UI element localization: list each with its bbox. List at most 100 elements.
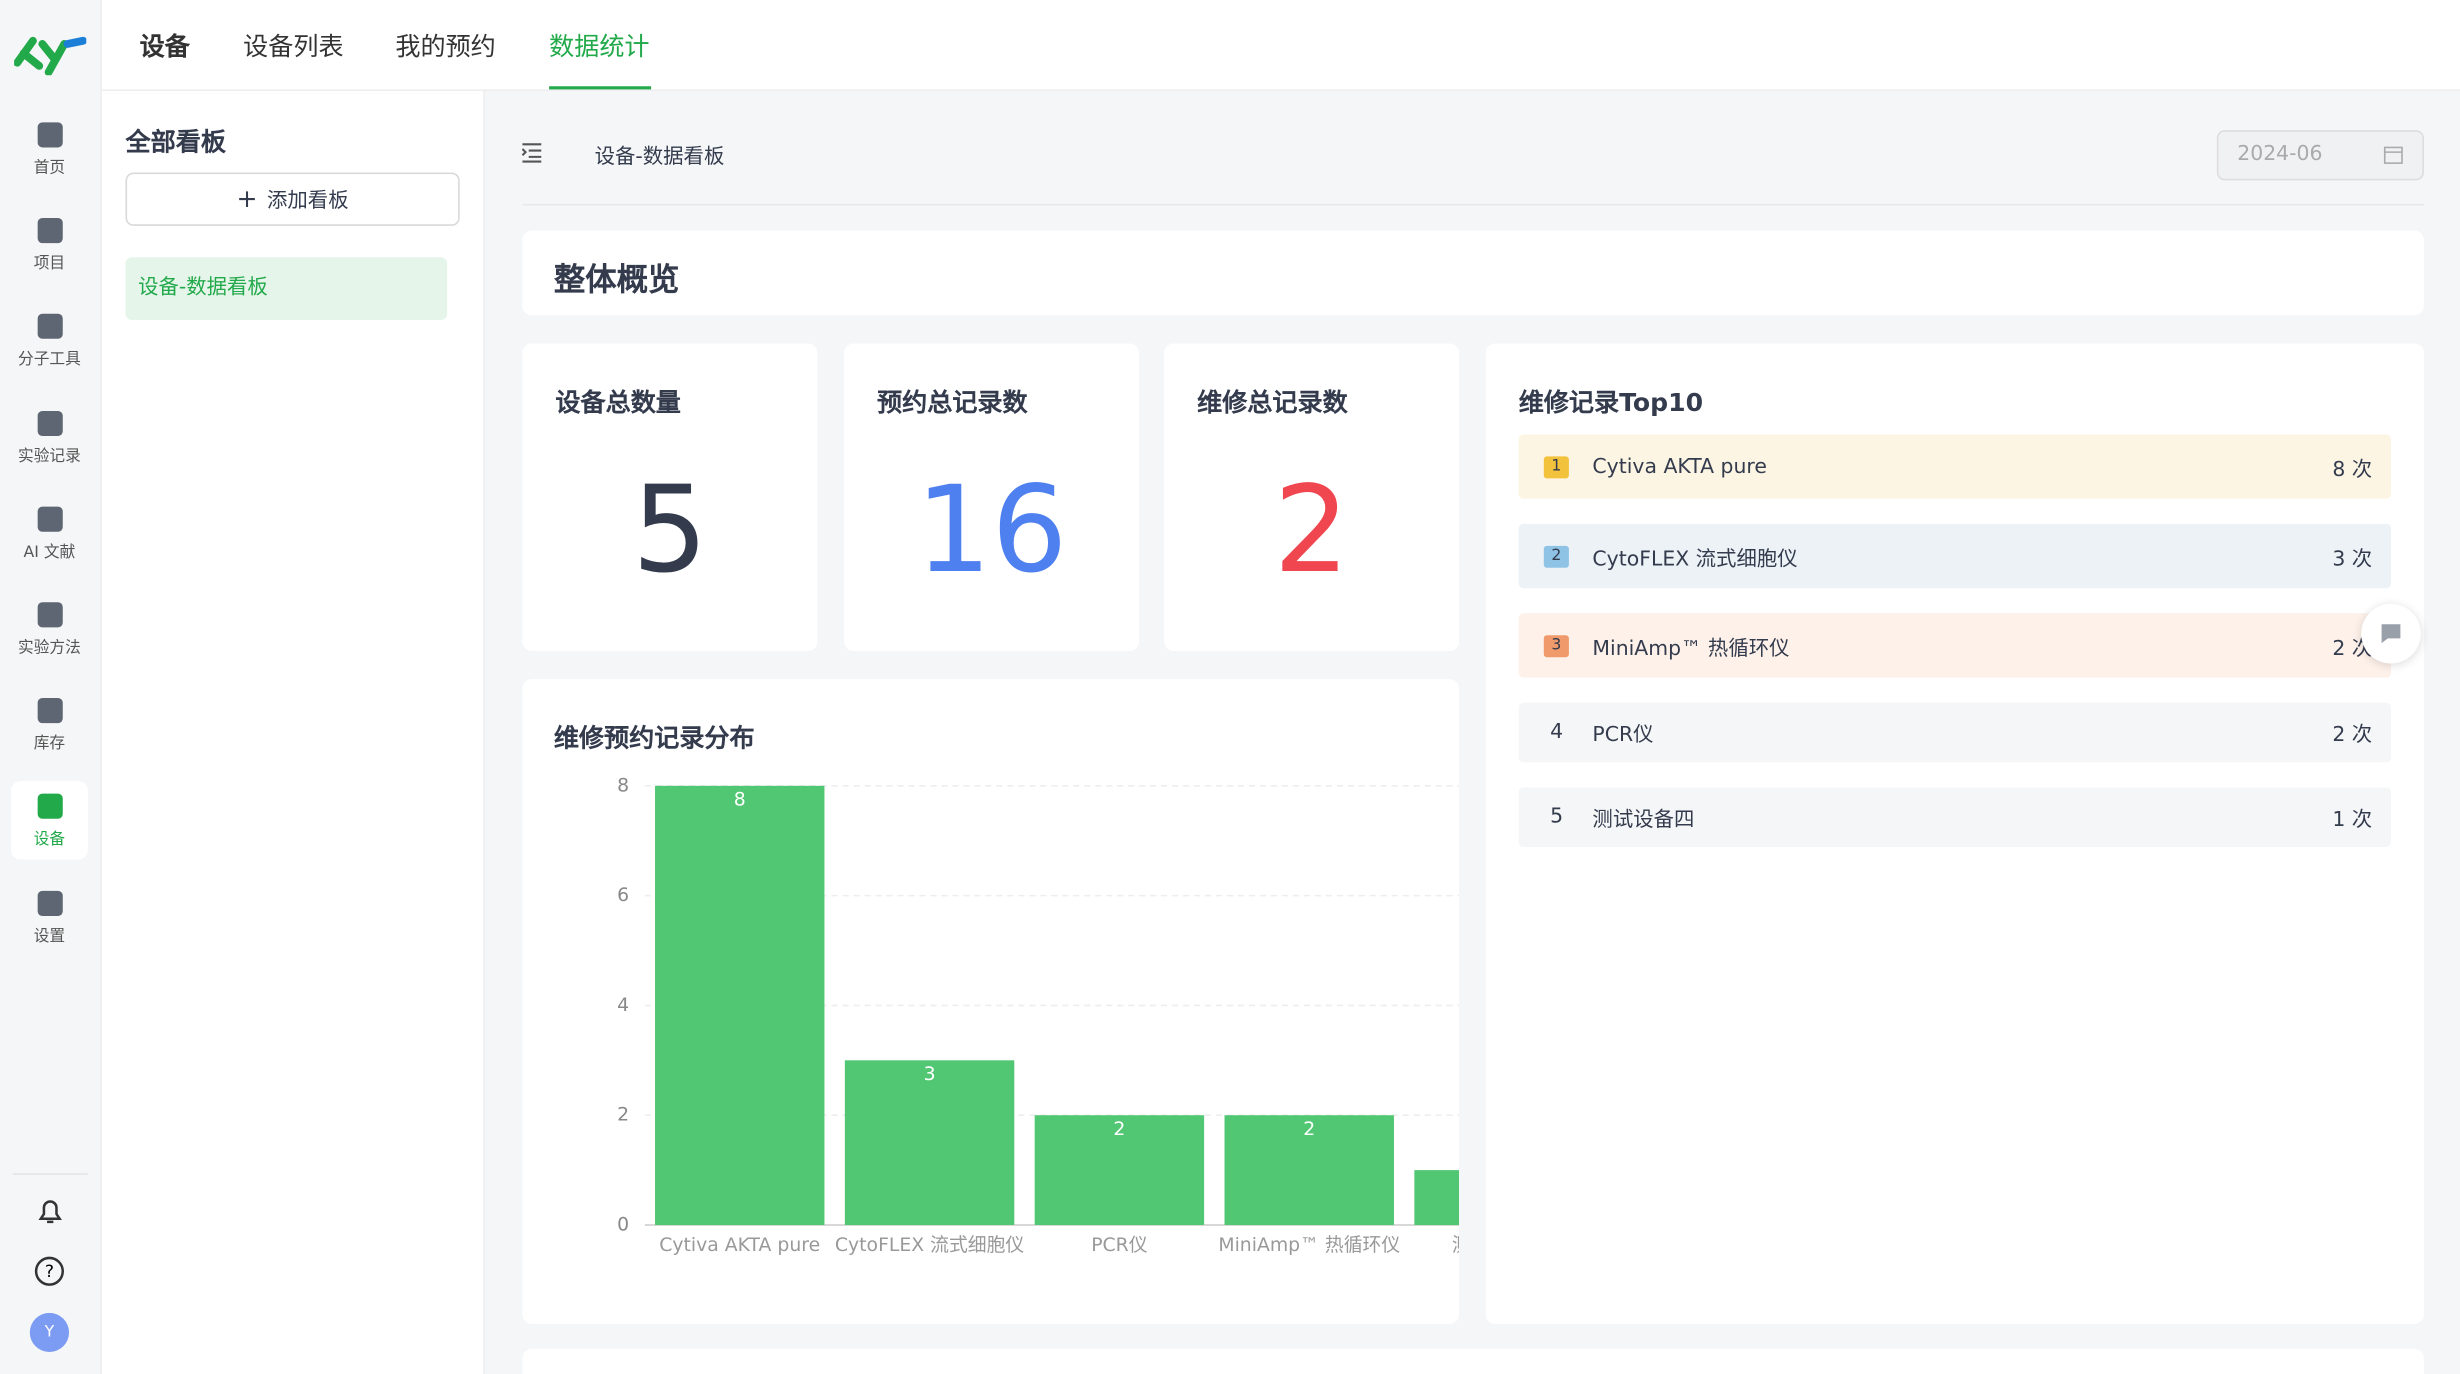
nav-label: 分子工具 — [18, 351, 81, 370]
nav-item[interactable]: AI 文献 — [11, 494, 88, 572]
top10-row[interactable]: 1 Cytiva AKTA pure 8 次 — [1518, 434, 2392, 499]
menu-icon[interactable] — [521, 141, 543, 163]
add-board-button[interactable]: + 添加看板 — [125, 172, 460, 226]
top10-row[interactable]: 4 PCR仪 2 次 — [1518, 702, 2392, 763]
top10-row[interactable]: 5 测试设备四 1 次 — [1518, 787, 2392, 847]
y-tick-label: 8 — [617, 775, 629, 796]
nav-icon — [36, 890, 62, 916]
stat-label: 预约总记录数 — [877, 387, 1028, 418]
bar — [844, 1060, 1015, 1225]
chart: 0 2 4 6 8 8 Cytiva AKTA pure 3 CytoFLEX 流式细胞仪 2 PC… — [617, 775, 1460, 1256]
divider — [522, 203, 2424, 206]
count: 8 次 — [2332, 458, 2373, 482]
overview-card: 整体概览 — [522, 230, 2424, 316]
rank: 4 — [1550, 720, 1564, 745]
stat-card: 设备总数量 5 — [522, 343, 818, 651]
nav-icon — [36, 602, 62, 628]
stat-value: 5 — [631, 459, 708, 600]
nav-label: 设备 — [33, 831, 66, 850]
feedback-button[interactable] — [2361, 603, 2421, 664]
y-tick-label: 0 — [617, 1214, 629, 1235]
value-label: 8 — [734, 789, 746, 810]
value-label: 3 — [924, 1064, 936, 1085]
sidebar: ? Y 首页项目分子工具实验记录 AI 文献实验方法库存设备设置 — [0, 0, 102, 1374]
y-tick-label: 2 — [617, 1105, 629, 1126]
value-label: 2 — [1113, 1119, 1125, 1140]
nav-icon — [36, 410, 62, 436]
bar — [655, 785, 825, 1225]
bar — [1414, 1170, 1460, 1225]
count: 2 次 — [2332, 723, 2373, 748]
tab[interactable]: 设备 — [139, 31, 190, 62]
logo — [14, 36, 87, 76]
stat-label: 设备总数量 — [555, 387, 681, 418]
tab[interactable]: 设备列表 — [243, 31, 344, 62]
x-tick-label: 测试设备四 — [1452, 1234, 1459, 1256]
stat-value: 16 — [915, 459, 1068, 600]
add-board-label: 添加看板 — [267, 189, 349, 214]
nav-icon — [36, 218, 62, 244]
breadcrumb: 设备-数据看板 — [594, 145, 725, 170]
stat-value: 2 — [1273, 459, 1350, 600]
nav-label: 库存 — [33, 735, 66, 754]
avatar[interactable]: Y — [29, 1312, 70, 1353]
header — [101, 0, 2460, 91]
nav-item[interactable]: 项目 — [11, 206, 88, 284]
bell-icon[interactable] — [35, 1195, 66, 1226]
nav-item[interactable]: 实验方法 — [11, 590, 88, 668]
top10-title: 维修记录Top10 — [1518, 387, 1704, 418]
svg-text:?: ? — [45, 1262, 54, 1282]
nav-label: 项目 — [33, 255, 66, 274]
nav-item[interactable]: 分子工具 — [11, 302, 88, 380]
device-name: MiniAmp™ 热循环仪 — [1592, 636, 1790, 661]
device-name: CytoFLEX 流式细胞仪 — [1592, 547, 1798, 571]
y-tick-label: 6 — [617, 885, 629, 906]
nav-label: 首页 — [33, 159, 66, 178]
nav-icon — [36, 698, 62, 724]
nav-icon — [36, 122, 62, 148]
tab[interactable]: 我的预约 — [395, 31, 496, 62]
rank: 3 — [1543, 634, 1569, 657]
tab[interactable]: 数据统计 — [549, 31, 650, 62]
nav-item[interactable]: 设置 — [11, 878, 88, 956]
nav-label: 实验记录 — [18, 447, 81, 466]
overview-title: 整体概览 — [553, 260, 680, 299]
nav-item[interactable]: 设备 — [10, 781, 88, 861]
device-name: PCR仪 — [1592, 723, 1654, 748]
next-card — [522, 1348, 2424, 1374]
date-value: 2024-06 — [2237, 142, 2323, 167]
count: 1 次 — [2332, 808, 2373, 833]
x-tick-label: MiniAmp™ 热循环仪 — [1218, 1234, 1400, 1256]
x-tick-label: CytoFLEX 流式细胞仪 — [835, 1234, 1024, 1256]
rank: 1 — [1543, 455, 1569, 478]
top10-row[interactable]: 3 MiniAmp™ 热循环仪 2 次 — [1518, 613, 2392, 678]
chart-title: 维修预约记录分布 — [553, 723, 755, 753]
bar — [1224, 1115, 1394, 1225]
rank: 5 — [1550, 805, 1564, 829]
top10-row[interactable]: 2 CytoFLEX 流式细胞仪 3 次 — [1518, 523, 2392, 589]
plus-icon: + — [236, 183, 258, 214]
chart-card: 维修预约记录分布 0 2 4 6 8 8 Cytiva AKTA pure 3 CytoFLEX… — [522, 679, 1460, 1324]
value-label: 2 — [1303, 1119, 1315, 1140]
stat-label: 维修总记录数 — [1197, 387, 1348, 418]
device-name: 测试设备四 — [1592, 808, 1695, 833]
nav-item[interactable]: 库存 — [11, 686, 88, 764]
divider — [12, 1173, 88, 1175]
tab-underline — [549, 86, 652, 90]
nav-label: 设置 — [33, 927, 66, 946]
help-icon[interactable]: ? — [33, 1255, 66, 1288]
date-picker[interactable]: 2024-06 — [2216, 130, 2424, 181]
feedback-icon — [2381, 624, 2401, 644]
nav-icon — [36, 794, 62, 820]
nav-label: 实验方法 — [18, 639, 81, 658]
calendar-icon — [2383, 146, 2403, 164]
nav-label: AI 文献 — [23, 543, 76, 562]
nav-item[interactable]: 实验记录 — [11, 398, 88, 476]
x-tick-label: PCR仪 — [1091, 1235, 1148, 1256]
board-item[interactable]: 设备-数据看板 — [125, 257, 448, 320]
nav-icon — [36, 314, 62, 340]
count: 3 次 — [2332, 547, 2373, 571]
nav-item[interactable]: 首页 — [11, 110, 88, 188]
boards-title: 全部看板 — [125, 127, 226, 157]
nav-icon — [36, 506, 62, 532]
